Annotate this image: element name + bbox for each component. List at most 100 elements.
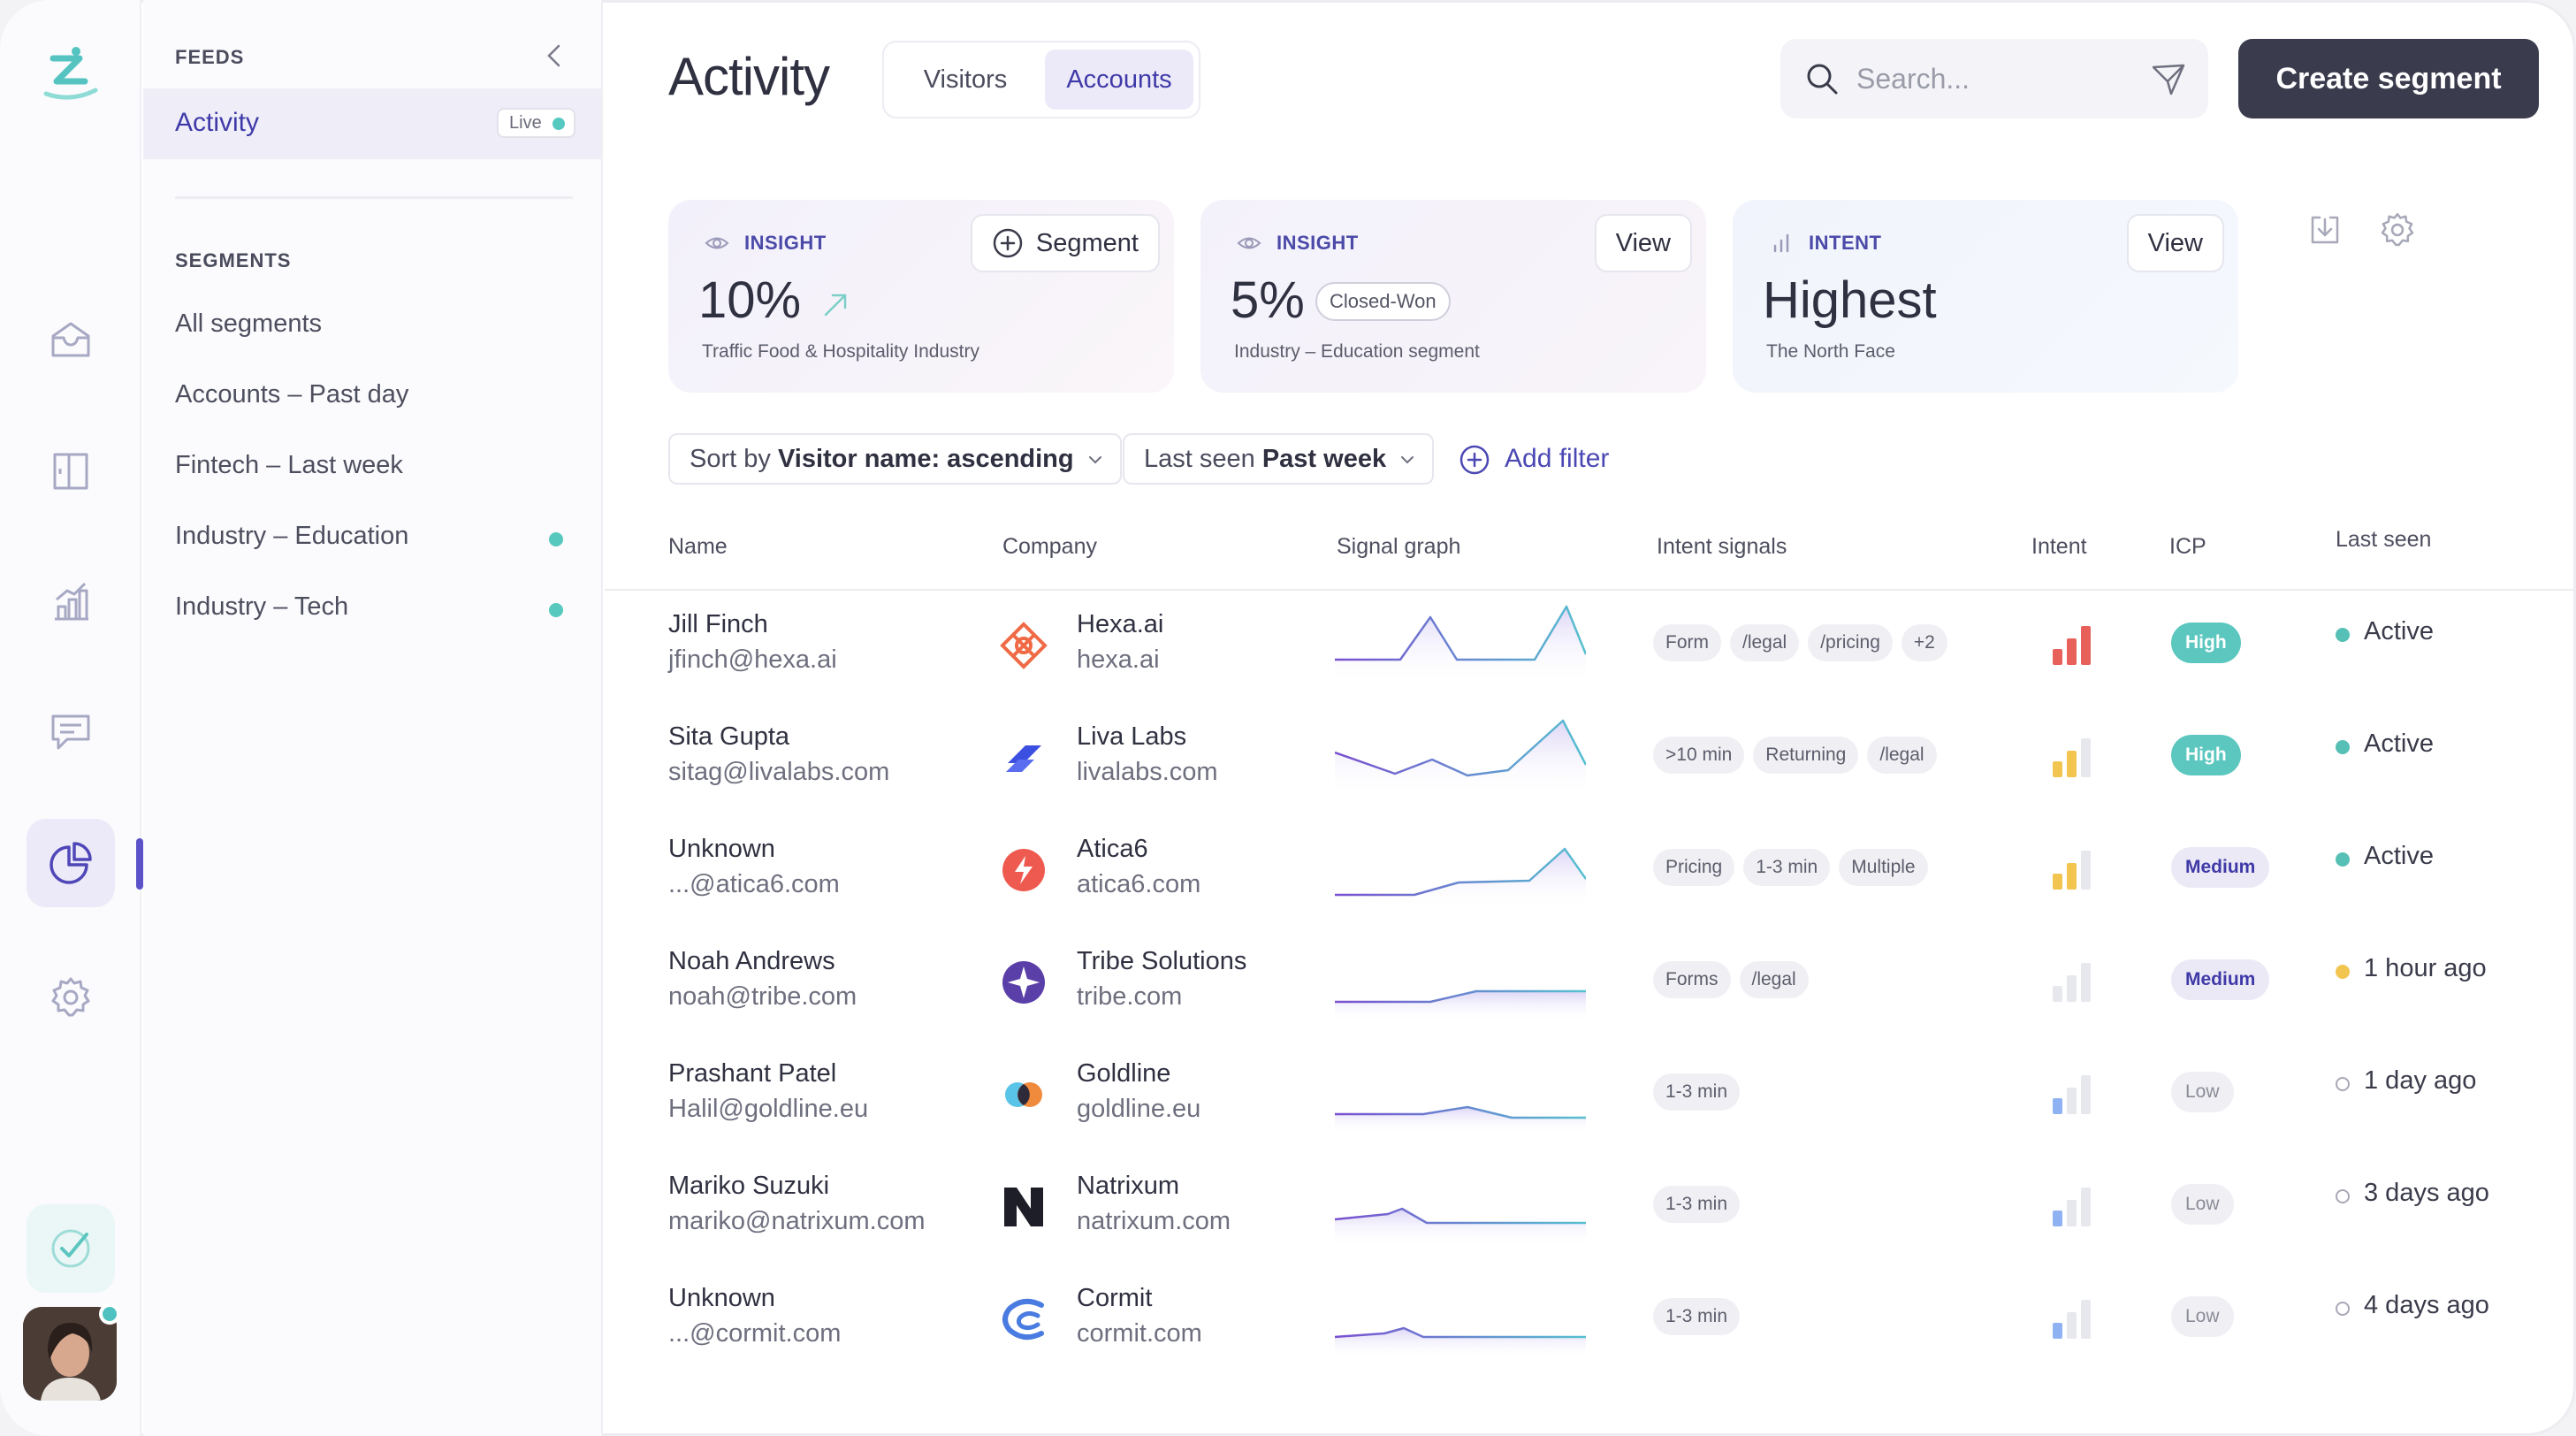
send-filter-icon[interactable] bbox=[2150, 62, 2187, 97]
icp-badge: Low bbox=[2171, 1072, 2234, 1112]
table-row[interactable]: Prashant Patel Halil@goldline.eu Goldline g… bbox=[605, 1043, 2576, 1156]
company-name: Cormit bbox=[1077, 1284, 1153, 1312]
logo-icon[interactable] bbox=[37, 39, 104, 106]
search-input[interactable] bbox=[1856, 53, 2122, 104]
tab-accounts[interactable]: Accounts bbox=[1045, 50, 1193, 110]
feed-item-activity[interactable]: Activity Live bbox=[143, 88, 601, 159]
company-name: Natrixum bbox=[1077, 1172, 1180, 1200]
create-segment-button[interactable]: Create segment bbox=[2238, 39, 2539, 118]
visitor-email: noah@tribe.com bbox=[668, 982, 857, 1011]
company-logo-icon bbox=[1006, 745, 1041, 772]
chart-icon[interactable] bbox=[27, 557, 115, 645]
icp-badge: High bbox=[2171, 623, 2241, 663]
intent-bars-icon bbox=[2053, 1300, 2091, 1339]
column-header-last-seen[interactable]: Last seen bbox=[2336, 527, 2432, 552]
icp-badge: Medium bbox=[2171, 847, 2270, 888]
last-seen-prefix: Last seen bbox=[1144, 445, 1262, 473]
book-icon[interactable] bbox=[27, 426, 115, 515]
inbox-icon[interactable] bbox=[27, 295, 115, 384]
last-seen-label: 3 days ago bbox=[2364, 1179, 2489, 1207]
last-seen-label: 1 day ago bbox=[2364, 1066, 2477, 1095]
avatar[interactable] bbox=[23, 1307, 117, 1401]
intent-signals: Pricing 1-3 min Multiple bbox=[1653, 849, 1928, 886]
visitor-name: Unknown bbox=[668, 835, 775, 863]
pie-chart-icon[interactable] bbox=[27, 819, 115, 907]
divider bbox=[175, 196, 573, 199]
table-row[interactable]: Sita Gupta sitag@livalabs.com Liva Labs liv… bbox=[605, 707, 2576, 819]
segment-item[interactable]: All segments bbox=[175, 309, 323, 338]
add-filter-button[interactable]: Add filter bbox=[1459, 439, 1609, 481]
segment-item[interactable]: Fintech – Last week bbox=[175, 451, 403, 479]
view-button[interactable]: View bbox=[1594, 214, 1692, 272]
signal-graph bbox=[1335, 719, 1586, 797]
chevron-left-icon[interactable] bbox=[539, 41, 569, 71]
company-domain: tribe.com bbox=[1077, 982, 1183, 1011]
intent-signal-chip: 1-3 min bbox=[1653, 1298, 1741, 1335]
signal-graph bbox=[1335, 1105, 1586, 1134]
visitor-name: Mariko Suzuki bbox=[668, 1172, 830, 1200]
company-logo-icon bbox=[1002, 1298, 1044, 1341]
company-domain: livalabs.com bbox=[1077, 758, 1218, 786]
plus-circle-icon bbox=[1459, 445, 1490, 475]
last-seen: 3 days ago bbox=[2336, 1179, 2489, 1208]
company-domain: hexa.ai bbox=[1077, 645, 1160, 674]
plus-circle-icon bbox=[993, 228, 1023, 258]
card-kind-label: INSIGHT bbox=[1277, 232, 1359, 254]
card-kind: INSIGHT bbox=[1236, 232, 1359, 255]
segment-item[interactable]: Accounts – Past day bbox=[175, 380, 409, 409]
column-header-name[interactable]: Name bbox=[668, 534, 728, 559]
status-dot bbox=[2336, 1077, 2350, 1091]
company-domain: natrixum.com bbox=[1077, 1207, 1231, 1235]
intent-signals: >10 min Returning/legal bbox=[1653, 737, 1937, 774]
intent-signal-chip: Returning bbox=[1753, 737, 1859, 774]
column-header-company[interactable]: Company bbox=[1002, 534, 1097, 559]
visitor-name: Unknown bbox=[668, 1284, 775, 1312]
visitor-email: sitag@livalabs.com bbox=[668, 758, 890, 786]
column-header-signal-graph[interactable]: Signal graph bbox=[1337, 534, 1461, 559]
visitor-email: mariko@natrixum.com bbox=[668, 1207, 926, 1235]
segment-item[interactable]: Industry – Tech bbox=[175, 592, 349, 621]
intent-signal-chip: Forms bbox=[1653, 961, 1731, 998]
signal-graph bbox=[1335, 989, 1586, 1021]
intent-bars-icon bbox=[2053, 851, 2091, 890]
intent-bars-icon bbox=[2053, 1188, 2091, 1226]
card-subtitle: Traffic Food & Hospitality Industry bbox=[702, 341, 979, 362]
table-row[interactable]: Jill Finch jfinch@hexa.ai Hexa.ai hexa.ai Fo… bbox=[605, 594, 2576, 707]
column-header-icp[interactable]: ICP bbox=[2169, 534, 2206, 559]
table-row[interactable]: Mariko Suzuki mariko@natrixum.com Natrixum… bbox=[605, 1156, 2576, 1268]
status-dot bbox=[2336, 1302, 2350, 1316]
download-icon[interactable] bbox=[2305, 210, 2344, 249]
segment-status-dot bbox=[549, 532, 563, 546]
segment-button[interactable]: Segment bbox=[970, 214, 1160, 272]
last-seen: Active bbox=[2336, 617, 2434, 646]
card-subtitle: Industry – Education segment bbox=[1234, 341, 1480, 362]
search-icon bbox=[1807, 64, 1838, 95]
last-seen: Active bbox=[2336, 729, 2434, 759]
intent-bars-icon bbox=[2053, 1075, 2091, 1114]
last-seen-dropdown[interactable]: Last seen Past week bbox=[1123, 433, 1435, 485]
signal-graph bbox=[1335, 605, 1586, 684]
segment-item[interactable]: Industry – Education bbox=[175, 522, 409, 550]
checkmark-icon[interactable] bbox=[27, 1204, 115, 1293]
gear-icon[interactable] bbox=[2378, 210, 2417, 249]
icp-badge: Low bbox=[2171, 1184, 2234, 1225]
page-title: Activity bbox=[668, 47, 830, 106]
table-row[interactable]: Unknown ...@cormit.com Cormit cormit.com 1-3… bbox=[605, 1268, 2576, 1380]
tab-visitors[interactable]: Visitors bbox=[923, 65, 1008, 94]
card-kind: INSIGHT bbox=[704, 232, 827, 255]
last-seen-label: 1 hour ago bbox=[2364, 954, 2487, 982]
table-row[interactable]: Unknown ...@atica6.com Atica6 atica6.com Pri… bbox=[605, 819, 2576, 931]
intent-bars-icon bbox=[2053, 626, 2091, 665]
sort-dropdown[interactable]: Sort by Visitor name: ascending bbox=[668, 433, 1122, 485]
view-button[interactable]: View bbox=[2126, 214, 2224, 272]
intent-signals: 1-3 min bbox=[1653, 1186, 1741, 1223]
column-header-intent[interactable]: Intent bbox=[2031, 534, 2087, 559]
status-dot bbox=[2336, 628, 2350, 642]
table-row[interactable]: Noah Andrews noah@tribe.com Tribe Solution… bbox=[605, 931, 2576, 1043]
company-name: Atica6 bbox=[1077, 835, 1148, 863]
gear-icon[interactable] bbox=[27, 953, 115, 1042]
company-logo-icon bbox=[1005, 1082, 1042, 1107]
last-seen: 1 day ago bbox=[2336, 1066, 2476, 1096]
chat-icon[interactable] bbox=[27, 688, 115, 776]
column-header-intent-signals[interactable]: Intent signals bbox=[1657, 534, 1787, 559]
